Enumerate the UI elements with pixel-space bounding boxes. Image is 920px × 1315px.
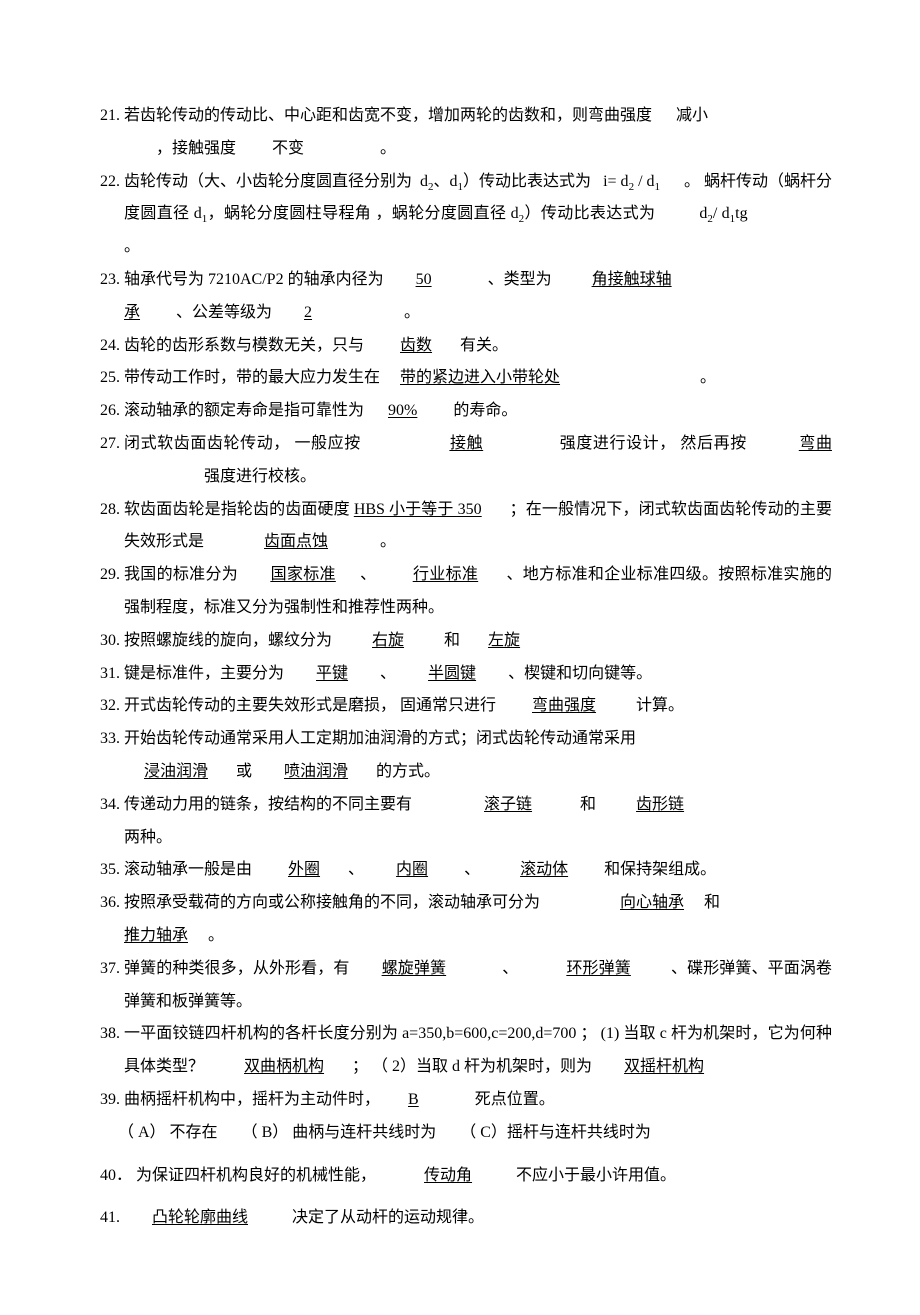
question-39: 39. 曲柄摇杆机构中，摇杆为主动件时， B 死点位置。 <box>100 1084 832 1117</box>
q23-num: 23. <box>100 264 120 297</box>
question-40: 40． 为保证四杆机构良好的机械性能， 传动角 不应小于最小许用值。 <box>100 1160 832 1193</box>
q24-body: 齿轮的齿形系数与模数无关，只与 齿数 有关。 <box>124 330 832 363</box>
q35-body: 滚动轴承一般是由 外圈 、 内圈 、 滚动体 和保持架组成。 <box>124 854 832 887</box>
question-30: 30. 按照螺旋线的旋向，螺纹分为 右旋 和 左旋 <box>100 625 832 658</box>
q38-num: 38. <box>100 1018 120 1051</box>
q22-num: 22. <box>100 166 120 199</box>
question-24: 24. 齿轮的齿形系数与模数无关，只与 齿数 有关。 <box>100 330 832 363</box>
q37-num: 37. <box>100 953 120 986</box>
q38-body: 一平面铰链四杆机构的各杆长度分别为 a=350,b=600,c=200,d=70… <box>124 1018 832 1084</box>
q25-num: 25. <box>100 362 120 395</box>
question-36: 36. 按照承受载荷的方向或公称接触角的不同，滚动轴承可分为 向心轴承 和推力轴… <box>100 887 832 953</box>
q27-body: 闭式软齿面齿轮传动， 一般应按 接触 强度进行设计， 然后再按 弯曲 强度进行校… <box>124 428 832 494</box>
question-28: 28. 软齿面齿轮是指轮齿的齿面硬度 HBS 小于等于 350 ；在一般情况下，… <box>100 494 832 560</box>
q31-num: 31. <box>100 658 120 691</box>
q23-body: 轴承代号为 7210AC/P2 的轴承内径为 50 、类型为 角接触球轴承 、公… <box>124 264 832 330</box>
q40-body: 为保证四杆机构良好的机械性能， 传动角 不应小于最小许用值。 <box>136 1160 832 1193</box>
q26-num: 26. <box>100 395 120 428</box>
q32-num: 32. <box>100 690 120 723</box>
q21-num: 21. <box>100 100 120 133</box>
q39-options: （ A） 不存在 （ B） 曲柄与连杆共线时为 （ C）摇杆与连杆共线时为 <box>100 1117 832 1150</box>
q29-num: 29. <box>100 559 120 592</box>
question-38: 38. 一平面铰链四杆机构的各杆长度分别为 a=350,b=600,c=200,… <box>100 1018 832 1084</box>
q29-body: 我国的标准分为 国家标准 、 行业标准 、地方标准和企业标准四级。按照标准实施的… <box>124 559 832 625</box>
q22-body: 齿轮传动（大、小齿轮分度圆直径分别为 d2、d1）传动比表达式为 i= d2 /… <box>124 166 832 264</box>
question-21: 21. 若齿轮传动的传动比、中心距和齿宽不变，增加两轮的齿数和，则弯曲强度 减小… <box>100 100 832 166</box>
q39-option-b: （ B） 曲柄与连杆共线时为 <box>242 1124 437 1141</box>
q28-body: 软齿面齿轮是指轮齿的齿面硬度 HBS 小于等于 350 ；在一般情况下，闭式软齿… <box>124 494 832 560</box>
question-29: 29. 我国的标准分为 国家标准 、 行业标准 、地方标准和企业标准四级。按照标… <box>100 559 832 625</box>
question-37: 37. 弹簧的种类很多，从外形看，有 螺旋弹簧 、 环形弹簧 、碟形弹簧、平面涡… <box>100 953 832 1019</box>
q34-body: 传递动力用的链条，按结构的不同主要有 滚子链 和 齿形链 两种。 <box>124 789 832 855</box>
q21-body: 若齿轮传动的传动比、中心距和齿宽不变，增加两轮的齿数和，则弯曲强度 减小 ，接触… <box>124 100 832 166</box>
q30-body: 按照螺旋线的旋向，螺纹分为 右旋 和 左旋 <box>124 625 832 658</box>
q36-num: 36. <box>100 887 120 920</box>
question-35: 35. 滚动轴承一般是由 外圈 、 内圈 、 滚动体 和保持架组成。 <box>100 854 832 887</box>
q39-num: 39. <box>100 1084 120 1117</box>
q39-option-a: （ A） 不存在 <box>118 1124 218 1141</box>
q26-body: 滚动轴承的额定寿命是指可靠性为 90% 的寿命。 <box>124 395 832 428</box>
q37-body: 弹簧的种类很多，从外形看，有 螺旋弹簧 、 环形弹簧 、碟形弹簧、平面涡卷弹簧和… <box>124 953 832 1019</box>
q36-body: 按照承受载荷的方向或公称接触角的不同，滚动轴承可分为 向心轴承 和推力轴承 。 <box>124 887 832 953</box>
document-page: 21. 若齿轮传动的传动比、中心距和齿宽不变，增加两轮的齿数和，则弯曲强度 减小… <box>0 0 920 1315</box>
q24-num: 24. <box>100 330 120 363</box>
q30-num: 30. <box>100 625 120 658</box>
q39-option-c: （ C）摇杆与连杆共线时为 <box>460 1124 651 1141</box>
q33-body: 开始齿轮传动通常采用人工定期加油润滑的方式；闭式齿轮传动通常采用 浸油润滑 或 … <box>124 723 832 789</box>
q27-num: 27. <box>100 428 120 461</box>
q31-body: 键是标准件，主要分为 平键 、 半圆键 、楔键和切向键等。 <box>124 658 832 691</box>
question-41: 41. 凸轮轮廓曲线 决定了从动杆的运动规律。 <box>100 1202 832 1235</box>
question-33: 33. 开始齿轮传动通常采用人工定期加油润滑的方式；闭式齿轮传动通常采用 浸油润… <box>100 723 832 789</box>
question-34: 34. 传递动力用的链条，按结构的不同主要有 滚子链 和 齿形链 两种。 <box>100 789 832 855</box>
q25-body: 带传动工作时，带的最大应力发生在 带的紧边进入小带轮处 。 <box>124 362 832 395</box>
q33-num: 33. <box>100 723 120 756</box>
q41-num: 41. <box>100 1202 120 1235</box>
question-32: 32. 开式齿轮传动的主要失效形式是磨损， 固通常只进行 弯曲强度 计算。 <box>100 690 832 723</box>
question-25: 25. 带传动工作时，带的最大应力发生在 带的紧边进入小带轮处 。 <box>100 362 832 395</box>
q41-body: 凸轮轮廓曲线 决定了从动杆的运动规律。 <box>124 1202 832 1235</box>
q39-body: 曲柄摇杆机构中，摇杆为主动件时， B 死点位置。 <box>124 1084 832 1117</box>
question-23: 23. 轴承代号为 7210AC/P2 的轴承内径为 50 、类型为 角接触球轴… <box>100 264 832 330</box>
q35-num: 35. <box>100 854 120 887</box>
q28-num: 28. <box>100 494 120 527</box>
question-27: 27. 闭式软齿面齿轮传动， 一般应按 接触 强度进行设计， 然后再按 弯曲 强… <box>100 428 832 494</box>
q40-num: 40． <box>100 1160 132 1193</box>
q32-body: 开式齿轮传动的主要失效形式是磨损， 固通常只进行 弯曲强度 计算。 <box>124 690 832 723</box>
question-26: 26. 滚动轴承的额定寿命是指可靠性为 90% 的寿命。 <box>100 395 832 428</box>
question-31: 31. 键是标准件，主要分为 平键 、 半圆键 、楔键和切向键等。 <box>100 658 832 691</box>
question-22: 22. 齿轮传动（大、小齿轮分度圆直径分别为 d2、d1）传动比表达式为 i= … <box>100 166 832 264</box>
q34-num: 34. <box>100 789 120 822</box>
